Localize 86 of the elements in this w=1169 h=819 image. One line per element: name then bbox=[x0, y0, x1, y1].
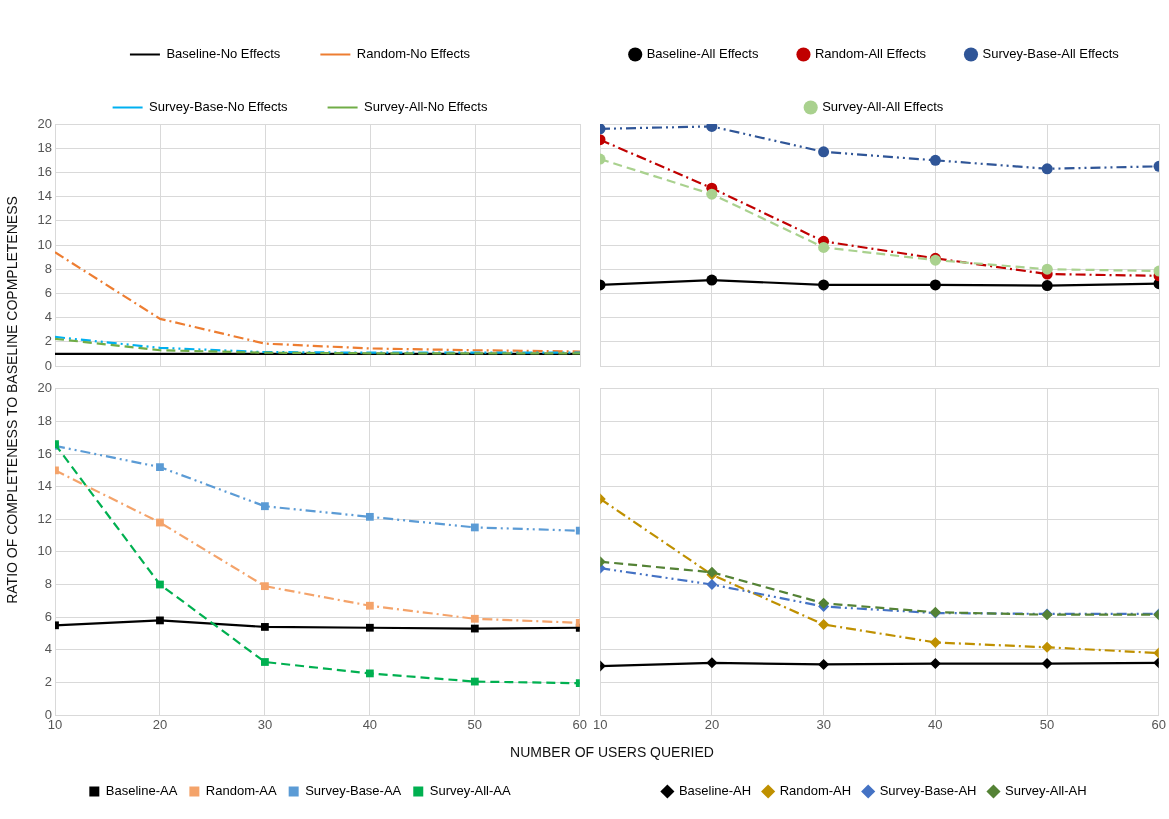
legend-label: Baseline-All Effects bbox=[646, 46, 759, 62]
legend-label: Survey-All-No Effects bbox=[364, 99, 488, 115]
legend-label: Survey-Base-AA bbox=[305, 783, 402, 799]
point bbox=[261, 582, 269, 591]
x-tick-label: 50 bbox=[467, 717, 483, 733]
point bbox=[261, 623, 269, 631]
point bbox=[365, 669, 374, 678]
x-tick-label: 40 bbox=[928, 717, 943, 733]
point bbox=[818, 597, 830, 609]
legend-label: Survey-Base-AH bbox=[879, 783, 977, 799]
x-tick-label: 10 bbox=[593, 717, 608, 733]
point bbox=[470, 624, 479, 633]
legend-label: Baseline-No Effects bbox=[166, 46, 281, 62]
y-tick-label: 4 bbox=[44, 309, 52, 325]
y-tick-label: 16 bbox=[37, 163, 52, 179]
legend-label: Survey-Base-All Effects bbox=[982, 46, 1120, 62]
point bbox=[156, 518, 164, 527]
y-tick-label: 12 bbox=[37, 212, 52, 228]
point bbox=[818, 658, 830, 670]
y-tick-label: 18 bbox=[37, 139, 52, 155]
point bbox=[365, 512, 374, 521]
y-tick-label: 18 bbox=[37, 413, 52, 428]
point bbox=[706, 657, 718, 669]
x-axis-title: NUMBER OF USERS QUERIED bbox=[510, 744, 714, 760]
point bbox=[706, 274, 718, 286]
point bbox=[470, 677, 479, 686]
y-tick-label: 4 bbox=[44, 641, 52, 657]
y-axis-title: RATIO OF COMPLETENESS TO BASELINE COPMPLETENESS bbox=[4, 196, 20, 604]
legend-label: Survey-All-AH bbox=[1004, 783, 1087, 799]
legend-label: Survey-Base-No Effects bbox=[149, 99, 289, 115]
y-tick-label: 20 bbox=[37, 115, 52, 131]
y-tick-label: 10 bbox=[37, 543, 52, 559]
point bbox=[818, 618, 830, 630]
point bbox=[706, 579, 718, 591]
line-series bbox=[55, 251, 580, 353]
point bbox=[929, 279, 941, 291]
x-tick-label: 60 bbox=[572, 717, 587, 733]
x-tick-label: 40 bbox=[362, 717, 378, 733]
point bbox=[818, 279, 830, 291]
point bbox=[1041, 641, 1053, 653]
point bbox=[929, 658, 941, 670]
x-tick-label: 20 bbox=[152, 717, 168, 733]
legend-label: Baseline-AA bbox=[105, 783, 178, 799]
point bbox=[470, 523, 479, 532]
legend-label: Baseline-AH bbox=[678, 783, 752, 799]
point bbox=[156, 616, 164, 625]
y-tick-label: 12 bbox=[37, 510, 52, 526]
legend-label: Survey-All-All Effects bbox=[822, 99, 944, 115]
point bbox=[1041, 263, 1053, 275]
y-tick-label: 0 bbox=[44, 357, 52, 373]
point bbox=[261, 658, 269, 666]
x-tick-label: 30 bbox=[257, 717, 273, 733]
y-tick-label: 8 bbox=[44, 576, 52, 592]
x-tick-label: 30 bbox=[816, 717, 831, 733]
point bbox=[261, 502, 269, 511]
legend-label: Random-AH bbox=[779, 783, 852, 799]
x-tick-label: 20 bbox=[704, 717, 720, 733]
y-tick-label: 14 bbox=[37, 478, 52, 494]
point bbox=[706, 188, 718, 200]
point bbox=[1041, 658, 1053, 670]
legend-label: Random-All Effects bbox=[814, 46, 927, 62]
y-tick-label: 2 bbox=[44, 333, 52, 349]
point bbox=[818, 146, 830, 158]
x-tick-label: 50 bbox=[1039, 717, 1055, 733]
y-tick-label: 14 bbox=[37, 188, 52, 204]
y-tick-label: 2 bbox=[44, 673, 52, 689]
point bbox=[929, 154, 941, 166]
y-tick-label: 20 bbox=[37, 380, 52, 396]
point bbox=[818, 241, 830, 253]
y-tick-label: 6 bbox=[44, 608, 52, 624]
point bbox=[470, 614, 479, 623]
point bbox=[365, 601, 374, 610]
point bbox=[156, 580, 164, 589]
x-tick-label: 60 bbox=[1151, 717, 1166, 733]
point bbox=[929, 636, 941, 648]
point bbox=[1041, 163, 1053, 175]
point bbox=[365, 623, 374, 632]
point bbox=[1041, 280, 1053, 292]
legend-label: Survey-All-AA bbox=[429, 783, 511, 799]
y-tick-label: 8 bbox=[44, 260, 52, 276]
y-tick-label: 10 bbox=[37, 236, 52, 252]
legend-label: Random-AA bbox=[205, 783, 277, 799]
y-tick-label: 16 bbox=[37, 445, 52, 461]
legend-label: Random-No Effects bbox=[356, 46, 471, 62]
point bbox=[156, 463, 164, 471]
y-tick-label: 6 bbox=[44, 284, 52, 300]
